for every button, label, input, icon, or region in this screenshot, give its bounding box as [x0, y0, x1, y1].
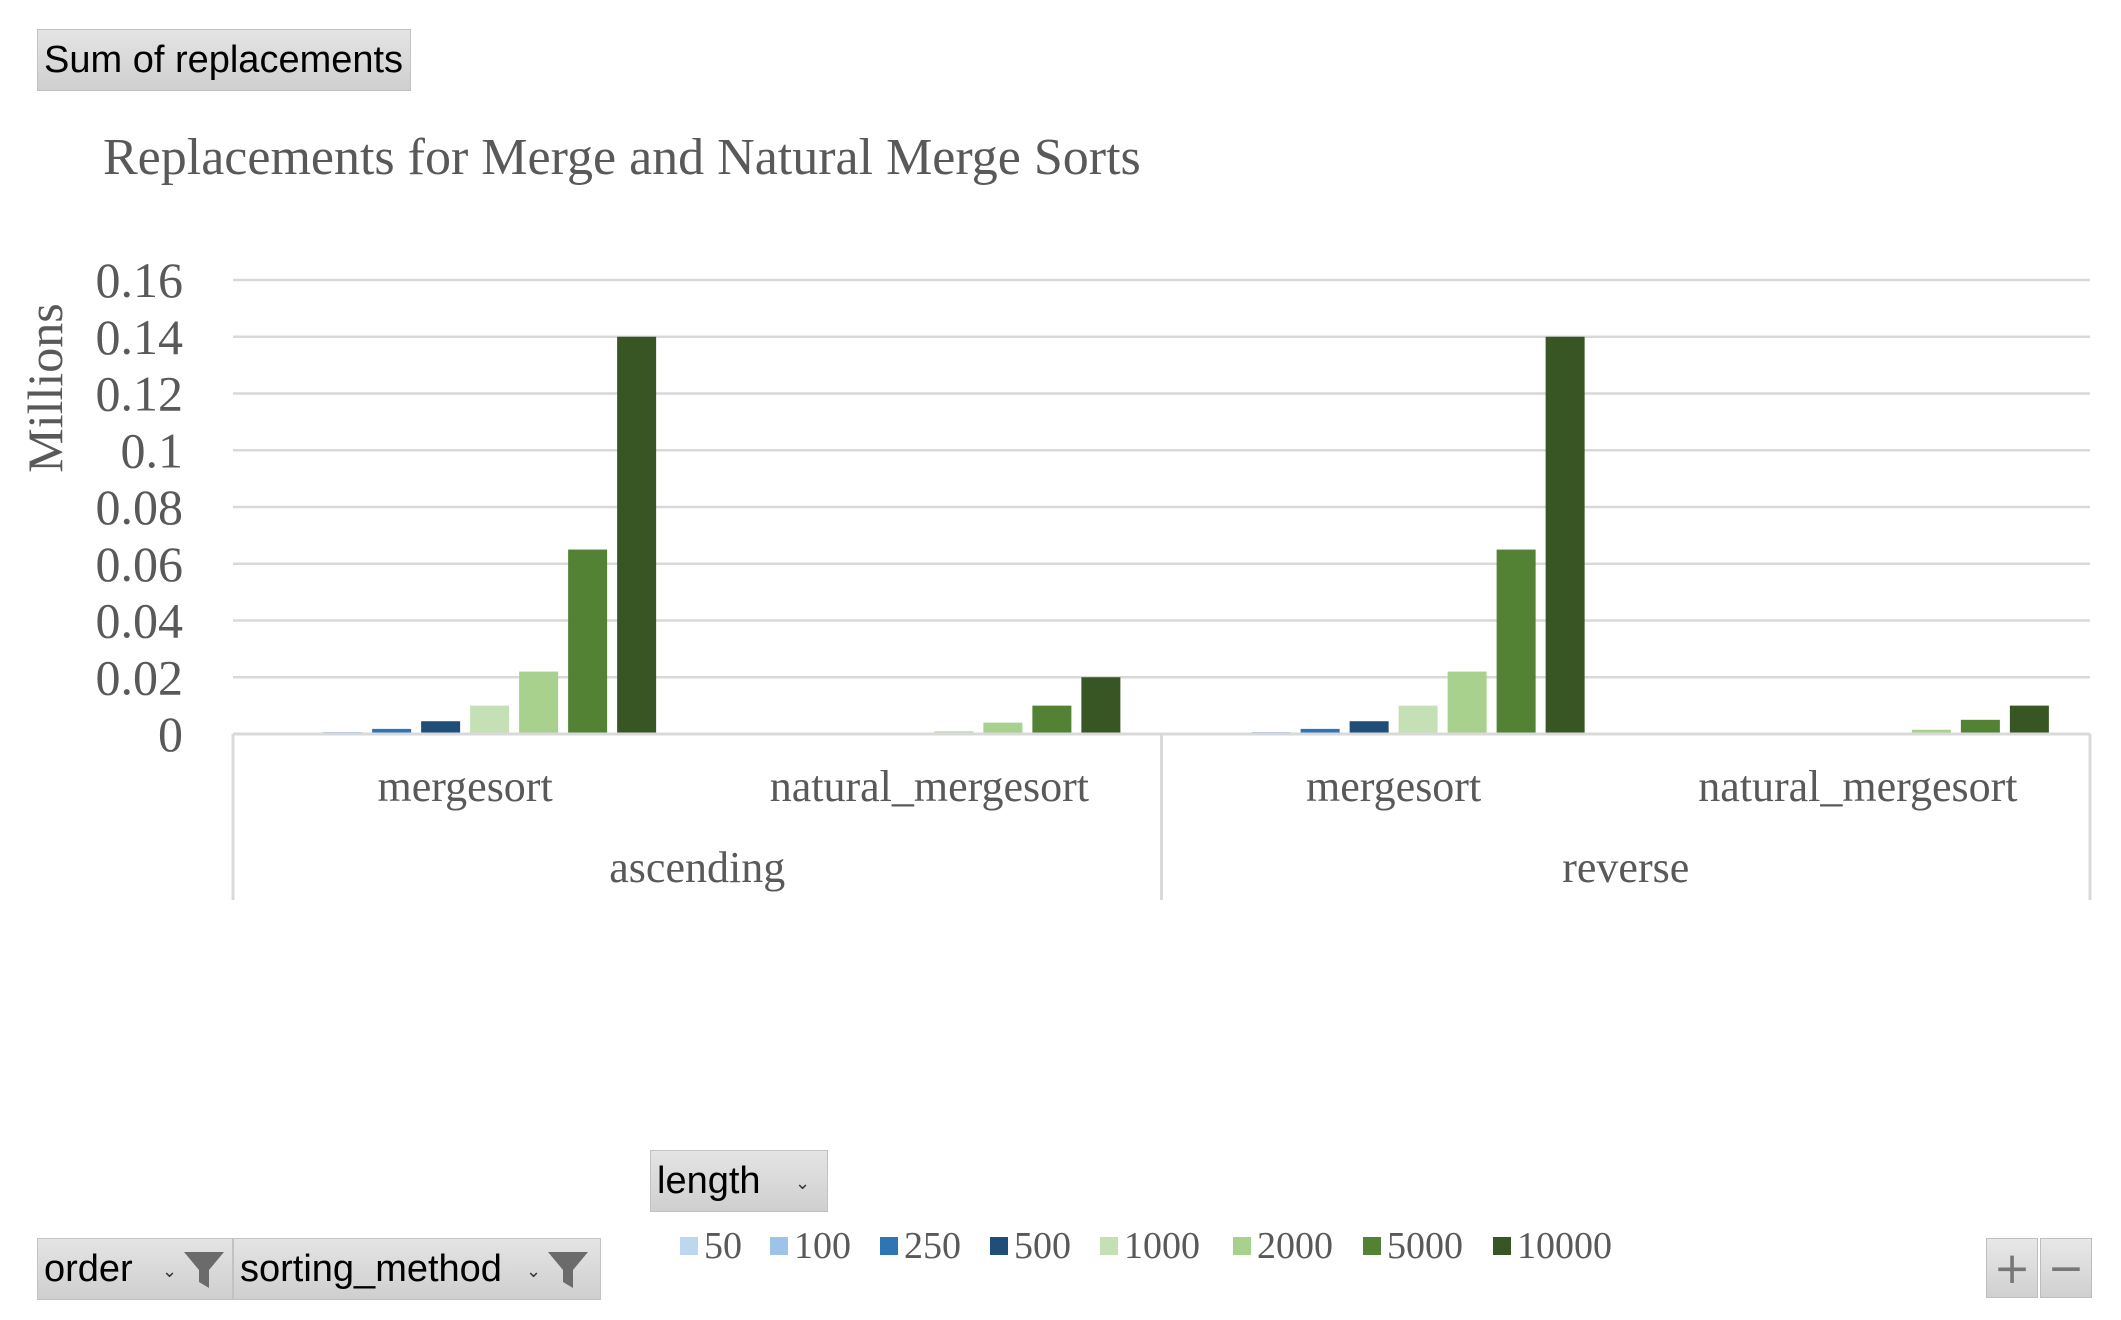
- outer-category-label: reverse: [1562, 843, 1689, 892]
- y-axis-label: Millions: [17, 303, 73, 472]
- legend-swatch: [1100, 1237, 1118, 1255]
- order-field-label: order: [44, 1247, 133, 1290]
- funnel-icon[interactable]: [182, 1248, 226, 1292]
- y-tick-label: 0.02: [96, 649, 184, 705]
- bar: [519, 671, 559, 734]
- y-tick-label: 0.12: [96, 366, 184, 422]
- legend-swatch: [880, 1237, 898, 1255]
- x-tick-label: natural_mergesort: [770, 762, 1089, 811]
- length-field-label: length: [657, 1159, 761, 1202]
- bar: [1496, 549, 1536, 734]
- chart-title: Replacements for Merge and Natural Merge…: [103, 129, 1141, 186]
- y-tick-label: 0.16: [96, 252, 184, 308]
- bar: [1545, 336, 1585, 734]
- legend-label: 250: [904, 1225, 961, 1267]
- x-tick-label: mergesort: [378, 762, 553, 811]
- bar: [568, 549, 608, 734]
- legend: 50 100 250 500 1000 2000 5000 10000: [680, 1225, 1612, 1267]
- funnel-icon[interactable]: [546, 1248, 590, 1292]
- x-tick-label: mergesort: [1306, 762, 1481, 811]
- legend-swatch: [680, 1237, 698, 1255]
- bar: [1911, 729, 1951, 734]
- bar: [983, 722, 1023, 734]
- y-axis-ticks: 00.020.040.060.080.10.120.140.16: [96, 252, 184, 762]
- legend-swatch: [1233, 1237, 1251, 1255]
- bar: [1447, 671, 1487, 734]
- gridlines: [233, 278, 2090, 736]
- bar: [1349, 721, 1389, 734]
- y-tick-label: 0.04: [96, 593, 184, 649]
- bar: [1960, 719, 2000, 734]
- legend-swatch: [770, 1237, 788, 1255]
- legend-swatch: [990, 1237, 1008, 1255]
- bar: [1300, 728, 1340, 734]
- legend-label: 10000: [1517, 1225, 1612, 1267]
- bar: [372, 728, 412, 734]
- legend-label: 50: [704, 1225, 742, 1267]
- bar: [2009, 705, 2049, 734]
- legend-label: 100: [794, 1225, 851, 1267]
- legend-swatch: [1493, 1237, 1511, 1255]
- legend-label: 5000: [1387, 1225, 1463, 1267]
- expand-field-button[interactable]: +: [1986, 1238, 2038, 1298]
- y-tick-label: 0.06: [96, 536, 184, 592]
- y-tick-label: 0.08: [96, 479, 184, 535]
- plus-icon: +: [1993, 1242, 2031, 1294]
- y-tick-label: 0: [158, 706, 183, 762]
- x-tick-label: natural_mergesort: [1698, 762, 2017, 811]
- y-tick-label: 0.14: [96, 309, 184, 365]
- value-field-label: Sum of replacements: [44, 38, 404, 81]
- collapse-field-button[interactable]: −: [2040, 1238, 2092, 1298]
- length-field-button[interactable]: length ⌄: [650, 1150, 828, 1212]
- x-axis: mergesort natural_mergesort mergesort natur…: [231, 732, 2092, 900]
- legend-label: 500: [1014, 1225, 1071, 1267]
- sorting-method-field-button[interactable]: sorting_method ⌄: [233, 1238, 601, 1300]
- value-field-button[interactable]: Sum of replacements: [37, 29, 411, 91]
- outer-category-label: ascending: [609, 843, 785, 892]
- order-field-button[interactable]: order ⌄: [37, 1238, 233, 1300]
- minus-icon: −: [2047, 1242, 2085, 1294]
- bar: [470, 705, 510, 734]
- chevron-down-icon[interactable]: ⌄: [162, 1261, 178, 1282]
- bar: [1398, 705, 1438, 734]
- legend-swatch: [1363, 1237, 1381, 1255]
- bar: [617, 336, 657, 734]
- chevron-down-icon[interactable]: ⌄: [795, 1173, 811, 1194]
- bars: [274, 336, 2049, 734]
- legend-label: 1000: [1124, 1225, 1200, 1267]
- sorting-method-field-label: sorting_method: [240, 1247, 502, 1290]
- bar: [1081, 677, 1121, 734]
- y-tick-label: 0.1: [121, 422, 184, 478]
- bar: [421, 721, 461, 734]
- bar: [1032, 705, 1072, 734]
- legend-label: 2000: [1257, 1225, 1333, 1267]
- chevron-down-icon[interactable]: ⌄: [526, 1261, 542, 1282]
